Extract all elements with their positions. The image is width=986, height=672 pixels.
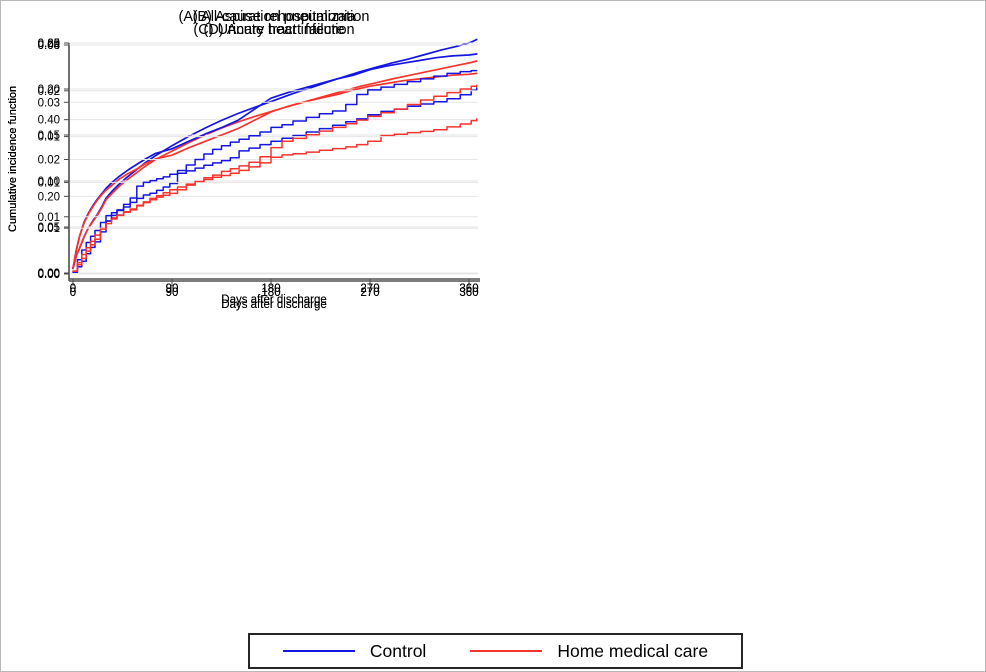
x-tick-label: 90: [166, 283, 179, 295]
series-line-home-medical-care: [72, 72, 478, 270]
y-tick-label: 0.15: [38, 130, 60, 142]
panel-a-x-axis-title: Days after discharge: [221, 299, 327, 311]
y-tick-label: 0.20: [38, 84, 60, 96]
x-tick-label: 0: [70, 283, 76, 295]
x-tick-label: 360: [459, 287, 478, 299]
y-tick-label: 0.02: [38, 155, 60, 167]
panel-aspiration-pneumonia: 0.00 0.05 0.10 0.15 0.20 0.25 0 90 180 270 360 (B)…: [1, 1, 494, 311]
y-tick-label: 0.02: [38, 86, 60, 98]
panel-a-title: (A) All-cause rehospitalization: [178, 9, 370, 25]
y-tick-label: 0.60: [38, 38, 60, 50]
y-tick-label: 0.05: [38, 222, 60, 234]
panel-b-x-axis-title: Days after discharge: [221, 299, 327, 311]
home-medical-care-line-sample: [470, 650, 543, 652]
x-tick-label: 270: [360, 287, 379, 299]
panel-b-title: (B) Aspiration pneumonia: [192, 9, 356, 25]
x-tick-label: 90: [166, 287, 179, 299]
y-tick-label: 0.40: [38, 115, 60, 127]
series-line-control: [72, 69, 478, 273]
y-tick-label: 0.01: [38, 132, 60, 144]
panel-d-plot: 0.000.010.010.010.020.030 90 180 270 360: [38, 40, 480, 295]
x-tick-label: 90: [166, 287, 179, 299]
legend-label-control: Control: [369, 641, 427, 661]
y-tick-label: 0.00: [38, 269, 60, 281]
y-tick-label: 0.03: [38, 97, 60, 109]
panel-c-x-axis-title: Days after discharge: [221, 294, 327, 306]
x-tick-label: 180: [261, 287, 280, 299]
x-tick-label: 270: [360, 287, 379, 299]
legend-label-home-medical-care: Home medical care: [557, 641, 709, 661]
control-line-sample: [282, 650, 355, 652]
x-tick-label: 360: [459, 283, 478, 295]
y-tick-label: 0.01: [38, 177, 60, 189]
y-tick-label: 0.01: [38, 223, 60, 235]
x-tick-label: 0: [70, 283, 76, 295]
legend-item-control: Control: [282, 641, 427, 661]
y-tick-label: 0.10: [38, 176, 60, 188]
y-tick-label: 0.03: [38, 40, 60, 52]
y-tick-label: 0.04: [38, 40, 61, 52]
x-tick-label: 90: [166, 283, 179, 295]
x-tick-label: 180: [261, 287, 280, 299]
y-tick-label: 0.01: [38, 212, 60, 224]
x-tick-label: 270: [360, 283, 379, 295]
x-tick-label: 0: [70, 287, 76, 299]
y-tick-label: 0.20: [38, 191, 60, 203]
x-tick-label: 360: [459, 283, 478, 295]
legend-box: Control Home medical care: [248, 633, 743, 669]
x-tick-label: 0: [70, 287, 76, 299]
series-line-home-medical-care: [72, 84, 478, 273]
panel-d-x-axis-title: Days after discharge: [221, 294, 327, 306]
x-tick-label: 270: [360, 283, 379, 295]
panel-acute-heart-failure: 0.00 0.01 0.01 0.01 0.02 0.03 0 90 180 270 360 (D)…: [1, 1, 494, 311]
x-tick-label: 180: [261, 283, 280, 295]
x-tick-label: 360: [459, 287, 478, 299]
y-tick-label: 0.00: [38, 268, 60, 280]
y-tick-label: 0.25: [38, 38, 60, 50]
x-tick-label: 180: [261, 283, 280, 295]
panel-c-title: (C) Urinary tract infection: [193, 22, 355, 38]
y-tick-label: 0.00: [38, 269, 60, 281]
legend-item-home-medical-care: Home medical care: [470, 641, 708, 661]
series-line-home-medical-care: [72, 60, 478, 270]
panel-d-y-axis-title: Cumulative incidence function: [7, 85, 19, 232]
panel-d-title: (D) Acute heart failure: [203, 22, 345, 38]
y-tick-label: 0.00: [38, 268, 60, 280]
